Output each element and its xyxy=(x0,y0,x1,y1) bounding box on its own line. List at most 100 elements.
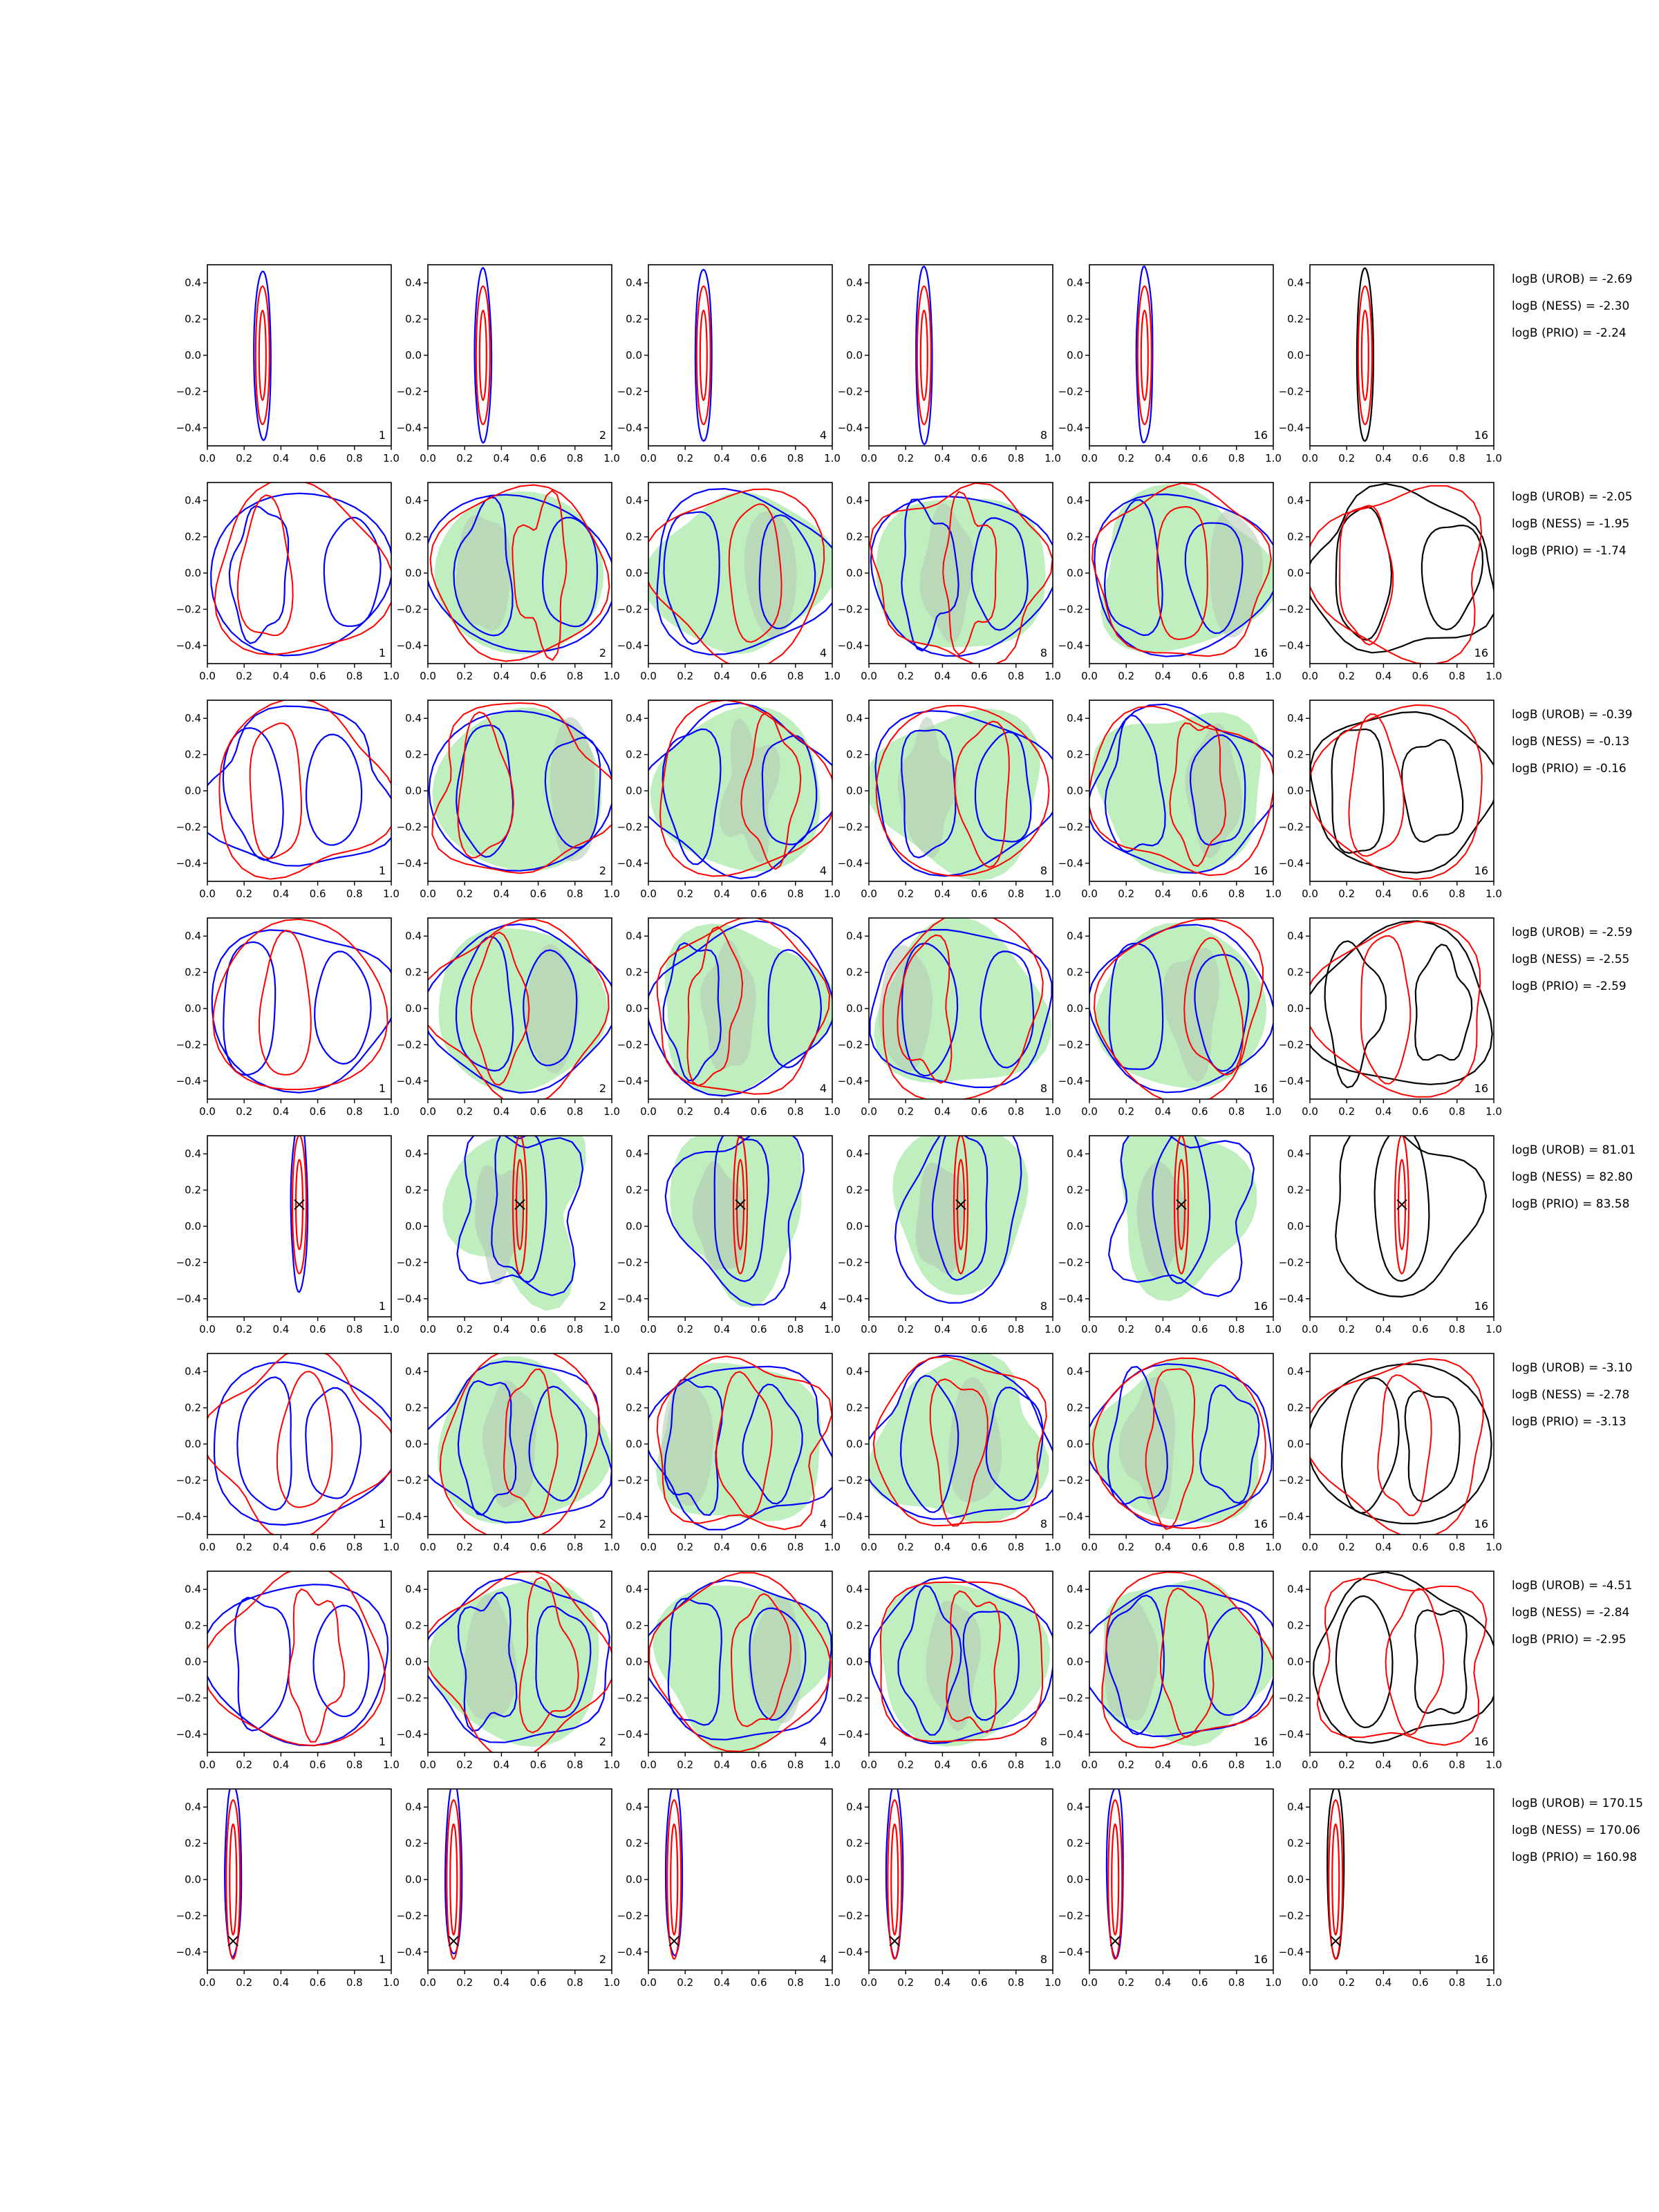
x-tick-label: 0.2 xyxy=(897,1105,914,1118)
contour-red-outer xyxy=(1328,1799,1344,1960)
x-tick-label: 0.8 xyxy=(787,888,804,900)
panel-r5-c6: 0.4 0.2 0.0 −0.2 −0.4 0.0 0.2 0.4 0.6 0.8 1.0 16 xyxy=(1279,1135,1502,1335)
contour-middle xyxy=(713,1136,770,1282)
x-tick-label: 0.4 xyxy=(713,1976,730,1989)
y-tick-label: −0.2 xyxy=(397,1691,422,1704)
density-fill-green xyxy=(648,491,832,655)
contour-inner-right xyxy=(962,1611,1020,1721)
x-tick-label: 1.0 xyxy=(603,1976,620,1989)
x-tick-label: 0.0 xyxy=(861,1323,877,1335)
y-tick-label: −0.4 xyxy=(176,1293,201,1305)
y-tick-label: 0.0 xyxy=(405,1873,422,1886)
panel-r8-c2: 0.4 0.2 0.0 −0.2 −0.4 0.0 0.2 0.4 0.6 0.8 1.0 2 xyxy=(397,1788,620,1989)
panel-r4-c5: 0.4 0.2 0.0 −0.2 −0.4 0.0 0.2 0.4 0.6 0.8 1.0 16 xyxy=(1058,917,1282,1118)
x-tick-label: 0.0 xyxy=(1081,888,1098,900)
contour-inner-left xyxy=(1340,1377,1400,1514)
x-tick-label: 0.8 xyxy=(567,1976,583,1989)
y-tick-label: 0.4 xyxy=(1287,276,1304,289)
y-tick-label: −0.2 xyxy=(176,603,201,615)
x-tick-label: 0.0 xyxy=(420,1105,436,1118)
contour-inner-left xyxy=(897,1584,962,1736)
y-tick-label: −0.4 xyxy=(397,1293,422,1305)
y-tick-label: −0.4 xyxy=(617,1293,642,1305)
density-fill-gray xyxy=(879,945,932,1072)
contour-red-outer xyxy=(916,285,932,426)
x-tick-label: 0.0 xyxy=(1081,1105,1098,1118)
x-tick-label: 0.6 xyxy=(1192,1323,1208,1335)
contour-red-inner xyxy=(512,489,568,662)
y-tick-label: −0.2 xyxy=(838,821,863,833)
y-tick-label: 0.2 xyxy=(185,313,201,326)
y-tick-label: 0.2 xyxy=(1287,1837,1304,1850)
x-tick-label: 0.8 xyxy=(567,888,583,900)
x-tick-label: 0.6 xyxy=(310,1759,326,1771)
y-tick-label: 0.4 xyxy=(185,712,201,724)
x-tick-label: 0.0 xyxy=(861,1541,877,1553)
x-tick-label: 0.0 xyxy=(420,888,436,900)
x-tick-label: 0.4 xyxy=(1375,670,1391,682)
x-tick-label: 1.0 xyxy=(603,1323,620,1335)
y-tick-label: 0.4 xyxy=(1067,1147,1083,1160)
y-tick-label: −0.4 xyxy=(838,1075,863,1087)
plot-area xyxy=(915,265,933,446)
contour-red-outer xyxy=(1310,1358,1484,1535)
x-tick-label: 0.6 xyxy=(310,452,326,465)
x-tick-label: 0.0 xyxy=(640,670,657,682)
plot-area xyxy=(1310,704,1494,881)
x-tick-label: 0.2 xyxy=(677,1976,693,1989)
y-tick-label: 0.0 xyxy=(626,567,642,579)
y-tick-label: 0.2 xyxy=(1067,313,1083,326)
y-tick-label: 0.0 xyxy=(185,1656,201,1668)
contour-red-outer xyxy=(291,1136,308,1275)
x-tick-label: 0.2 xyxy=(1118,1105,1134,1118)
contour-red-inner xyxy=(1338,505,1394,646)
density-fill-gray xyxy=(463,1595,517,1720)
y-tick-label: 0.2 xyxy=(1067,749,1083,761)
panel-r8-c4: 0.4 0.2 0.0 −0.2 −0.4 0.0 0.2 0.4 0.6 0.8 1.0 8 xyxy=(838,1788,1061,1989)
x-tick-label: 0.8 xyxy=(1008,1976,1024,1989)
y-tick-label: 0.0 xyxy=(1067,1220,1083,1232)
panel-r6-c4: 0.4 0.2 0.0 −0.2 −0.4 0.0 0.2 0.4 0.6 0.8 1.0 8 xyxy=(838,1353,1061,1553)
y-tick-label: 0.4 xyxy=(1287,930,1304,942)
true-value-marker xyxy=(1330,1936,1341,1947)
contour-red-inner xyxy=(740,711,802,870)
contour-outer xyxy=(1310,1363,1492,1525)
panel-index-label: 1 xyxy=(379,1517,386,1530)
panel-r7-c1: 0.4 0.2 0.0 −0.2 −0.4 0.0 0.2 0.4 0.6 0.8 1.0 1 xyxy=(176,1571,400,1771)
x-tick-label: 0.6 xyxy=(310,670,326,682)
contour-red-inner xyxy=(1360,935,1412,1085)
y-tick-label: −0.4 xyxy=(397,639,422,652)
plot-area xyxy=(869,482,1053,664)
panel-index-label: 16 xyxy=(1474,646,1488,659)
panel-r8-c3: 0.4 0.2 0.0 −0.2 −0.4 0.0 0.2 0.4 0.6 0.8 1.0 4 xyxy=(617,1788,841,1989)
contour-inner-left xyxy=(453,496,514,637)
x-tick-label: 0.4 xyxy=(272,452,289,465)
y-tick-label: −0.4 xyxy=(617,857,642,870)
x-tick-label: 0.4 xyxy=(493,1323,509,1335)
y-tick-label: 0.0 xyxy=(1067,1656,1083,1668)
y-tick-label: 0.0 xyxy=(626,1002,642,1015)
contour-outer xyxy=(290,1136,309,1293)
x-tick-label: 0.6 xyxy=(1192,1105,1208,1118)
y-tick-label: −0.2 xyxy=(1279,1909,1304,1922)
y-tick-label: −0.2 xyxy=(397,385,422,397)
logb-annotation-3: logB (PRIO) = -3.13 xyxy=(1512,1415,1627,1429)
y-tick-label: 0.4 xyxy=(846,276,863,289)
contour-inner-right xyxy=(1401,738,1464,843)
x-tick-label: 0.4 xyxy=(1154,1323,1171,1335)
y-tick-label: 0.0 xyxy=(1287,1873,1304,1886)
logb-annotation-3: logB (PRIO) = -2.24 xyxy=(1512,326,1627,340)
x-tick-label: 0.0 xyxy=(199,452,216,465)
x-tick-label: 0.2 xyxy=(1118,1541,1134,1553)
plot-area xyxy=(290,1136,309,1293)
y-tick-label: 0.0 xyxy=(405,1002,422,1015)
x-tick-label: 0.6 xyxy=(971,1759,988,1771)
y-tick-label: −0.4 xyxy=(1279,1510,1304,1523)
x-tick-label: 0.0 xyxy=(1302,1323,1318,1335)
panel-r5-c3: 0.4 0.2 0.0 −0.2 −0.4 0.0 0.2 0.4 0.6 0.8 1.0 4 xyxy=(617,1135,841,1335)
x-tick-label: 0.2 xyxy=(677,452,693,465)
panel-index-label: 8 xyxy=(1040,1517,1047,1530)
panel-r8-c1: 0.4 0.2 0.0 −0.2 −0.4 0.0 0.2 0.4 0.6 0.8 1.0 1 xyxy=(176,1788,400,1989)
x-tick-label: 0.4 xyxy=(1375,452,1391,465)
x-tick-label: 0.6 xyxy=(751,670,767,682)
